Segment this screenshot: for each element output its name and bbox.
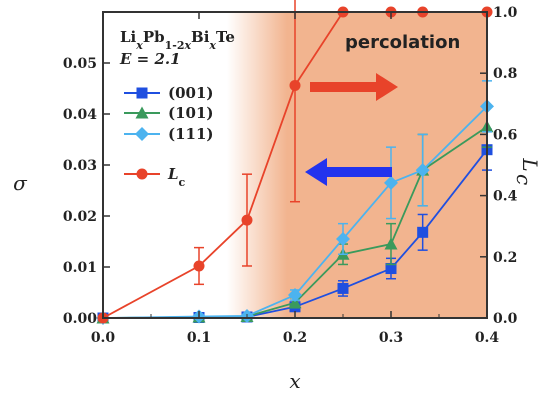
y-right-tick-label: 0.8: [493, 66, 517, 82]
legend-item-2: (101): [124, 104, 214, 122]
legend-item-1: (001): [124, 84, 214, 102]
data-point: [241, 214, 253, 226]
arrow-right: [310, 73, 398, 101]
ticks-layer: 0.0 0.1 0.2 0.3 0.4 0.00 0.01 0.02 0.03 0.04 0.05 0…: [63, 5, 518, 346]
legend-title: LixPb1-2xBixTe: [120, 28, 235, 52]
y-left-axis-title: σ: [13, 171, 28, 195]
y-left-tick-label: 0.01: [63, 260, 97, 276]
legend-label: (001): [168, 84, 214, 102]
x-tick-label: 0.3: [379, 330, 403, 346]
shaded-region: [227, 12, 487, 318]
y-left-tick-label: 0.05: [63, 56, 97, 72]
data-point: [337, 282, 349, 294]
legend-item-4: Lc: [124, 165, 186, 189]
series-line: [102, 105, 488, 319]
legend-marker: [135, 127, 149, 141]
y-right-tick-label: 0.2: [493, 250, 517, 266]
x-axis-title: x: [289, 369, 300, 393]
y-right-tick-label: 0.6: [493, 127, 517, 143]
y-right-axis-label: L: [518, 157, 542, 171]
legend-label: Lc: [167, 165, 186, 189]
legend-label: (111): [168, 125, 214, 143]
data-point: [193, 260, 205, 272]
data-point: [288, 296, 302, 309]
legend-item-3: (111): [124, 125, 214, 143]
arrow-left: [305, 158, 392, 186]
y-right-axis-title: Lc: [512, 157, 542, 185]
x-tick-label: 0.2: [283, 330, 307, 346]
x-tick-label: 0.4: [475, 330, 500, 346]
y-left-tick-label: 0.04: [63, 107, 97, 123]
data-point: [384, 237, 398, 250]
data-point: [385, 263, 397, 275]
x-tick-label: 0.0: [91, 330, 116, 346]
data-point: [417, 226, 429, 238]
data-point: [415, 163, 430, 178]
data-point: [289, 79, 301, 91]
y-right-tick-label: 0.4: [493, 189, 518, 205]
legend-energy: E = 2.1: [119, 50, 181, 68]
data-point: [288, 288, 302, 303]
arrows-layer: [305, 73, 398, 186]
y-left-tick-label: 0.00: [63, 311, 97, 327]
legend-marker: [136, 168, 148, 180]
y-right-axis-subscript: c: [512, 174, 536, 185]
data-point: [336, 231, 350, 246]
legend-marker: [135, 106, 149, 119]
legend-label: (101): [168, 104, 214, 122]
y-left-tick-label: 0.02: [63, 209, 97, 225]
y-left-tick-label: 0.03: [63, 158, 97, 174]
data-point: [384, 175, 398, 190]
y-right-tick-label: 1.0: [493, 5, 518, 21]
y-right-tick-label: 0.0: [493, 311, 518, 327]
percolation-annotation: percolation: [345, 32, 460, 53]
x-tick-label: 0.1: [187, 330, 211, 346]
legend-marker: [136, 87, 148, 99]
